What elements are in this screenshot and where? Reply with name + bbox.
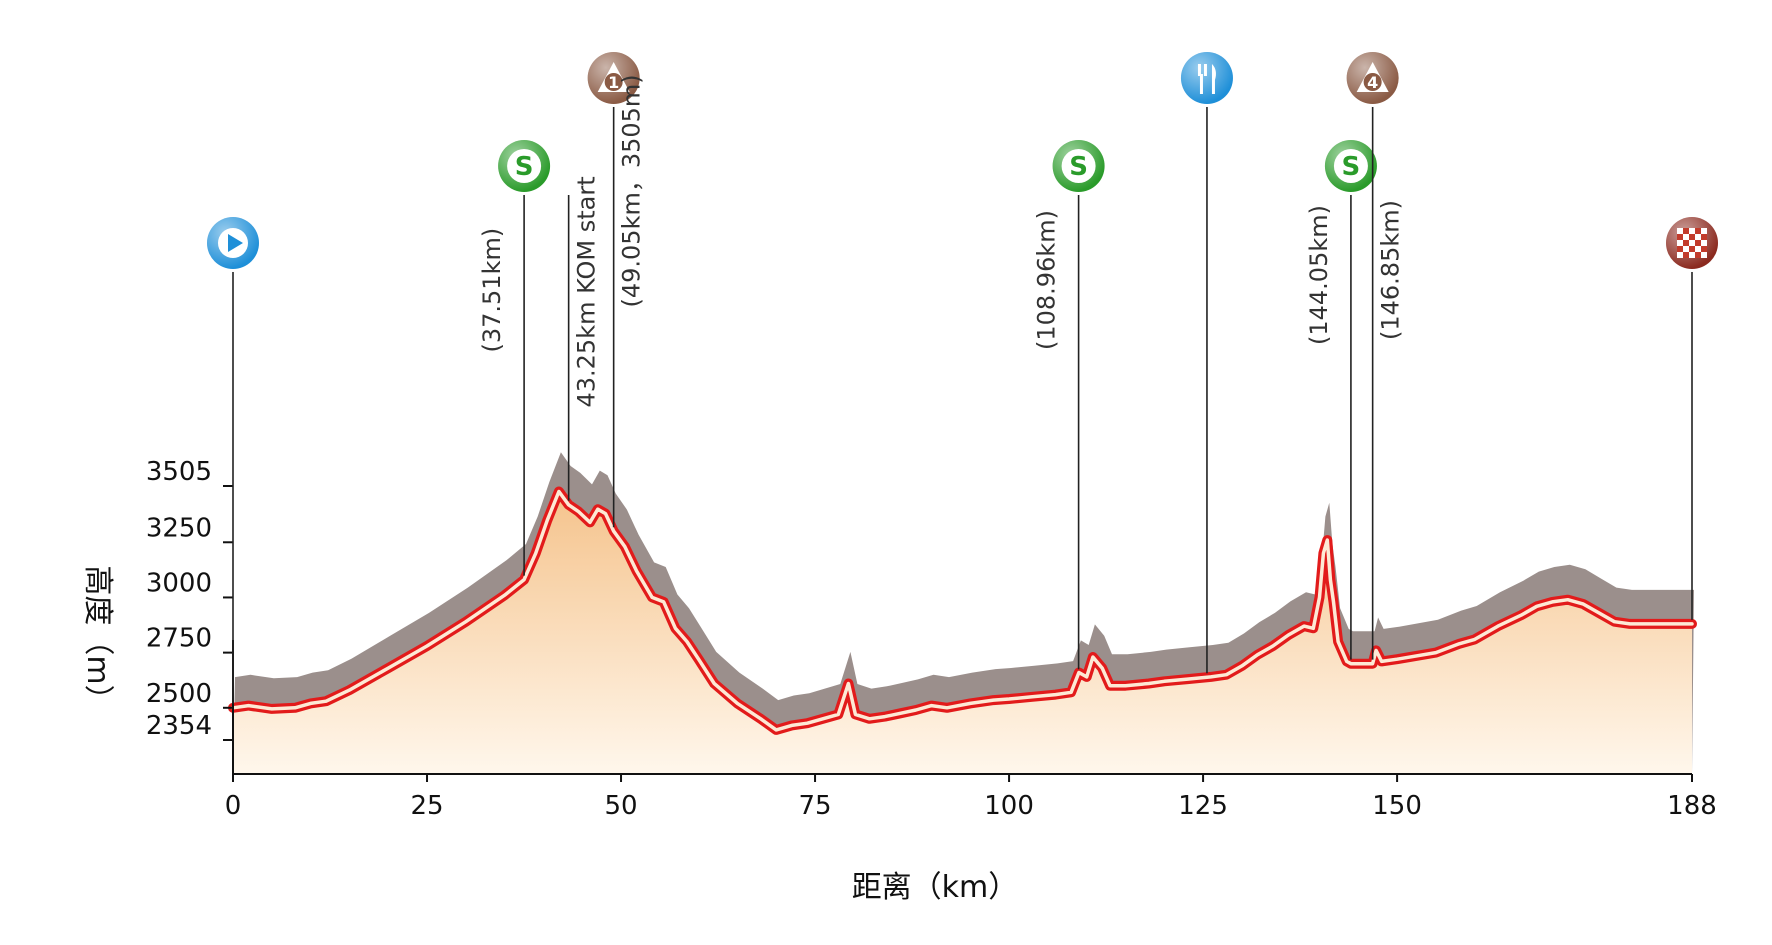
start-play-icon xyxy=(204,214,262,272)
x-tick-label: 50 xyxy=(604,791,637,821)
x-tick-label: 125 xyxy=(1178,791,1228,821)
y-tick-label: 2500 xyxy=(146,679,212,709)
plot-area xyxy=(228,452,1697,774)
y-tick-label: 2750 xyxy=(146,624,212,654)
x-tick-label: 100 xyxy=(984,791,1034,821)
y-tick-label: 3505 xyxy=(146,457,212,487)
marker-kom: 4 (146.85km) xyxy=(1343,49,1405,660)
x-axis-title: 距离（km） xyxy=(852,870,1019,905)
feed-zone-fork-knife-icon xyxy=(1177,49,1236,107)
marker-kom-start: 43.25km KOM start xyxy=(567,176,601,501)
marker-label: (146.85km) xyxy=(1377,200,1405,340)
x-tick-label: 25 xyxy=(410,791,443,821)
marker-start xyxy=(204,214,262,704)
marker-sprint: S (108.96km) xyxy=(1033,137,1108,670)
svg-text:4: 4 xyxy=(1367,73,1378,92)
marker-label: (49.05km，3505m) xyxy=(618,74,646,307)
marker-kom: 1(49.05km，3505m) xyxy=(584,49,646,528)
x-tick-label: 0 xyxy=(225,791,242,821)
finish-checkered-flag-icon xyxy=(1663,214,1721,272)
svg-text:S: S xyxy=(1342,152,1361,182)
marker-label: (144.05km) xyxy=(1305,205,1333,345)
kom-category-1-icon: 1 xyxy=(584,49,643,107)
sprint-s-icon: S xyxy=(495,137,554,195)
svg-text:S: S xyxy=(1069,152,1088,182)
sprint-s-icon: S xyxy=(1049,137,1108,195)
marker-label: (108.96km) xyxy=(1033,210,1061,350)
marker-label: 43.25km KOM start xyxy=(573,176,601,407)
axes: 0 25 50 75 100 125 150 188 3505 3250 3000 2750 25002… xyxy=(146,457,1717,821)
sprint-s-icon: S xyxy=(1321,137,1380,195)
marker-finish xyxy=(1663,214,1721,620)
profile-line-inner xyxy=(231,489,1694,732)
y-tick-label: 3000 xyxy=(146,568,212,598)
kom-category-4-icon: 4 xyxy=(1343,49,1402,107)
marker-sprint: S (37.51km) xyxy=(478,137,554,576)
svg-text:S: S xyxy=(515,152,534,182)
x-tick-label: 75 xyxy=(799,791,832,821)
svg-text:1: 1 xyxy=(608,73,619,92)
marker-feed xyxy=(1177,49,1236,674)
x-tick-label: 188 xyxy=(1667,791,1717,821)
marker-sprint: S (144.05km) xyxy=(1305,137,1380,660)
y-tick-label: 2354 xyxy=(146,711,212,741)
markers: S(37.51km) 43.25km KOM start1(49.05km，350… xyxy=(204,49,1721,704)
x-tick-label: 150 xyxy=(1372,791,1422,821)
marker-label: (37.51km) xyxy=(478,228,506,353)
y-axis-title: 高度（m） xyxy=(80,565,115,714)
y-tick-label: 3250 xyxy=(146,513,212,543)
